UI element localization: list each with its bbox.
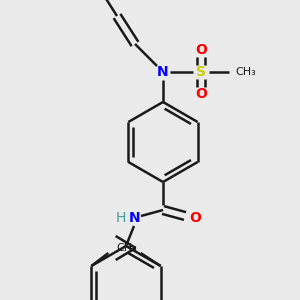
Text: CH₃: CH₃ [235,67,256,77]
Text: N: N [129,211,141,225]
Text: CH₃: CH₃ [116,243,137,253]
Text: H: H [116,211,126,225]
Text: O: O [189,211,201,225]
Text: S: S [196,65,206,79]
Text: O: O [195,43,207,57]
Text: N: N [157,65,169,79]
Text: O: O [195,87,207,101]
